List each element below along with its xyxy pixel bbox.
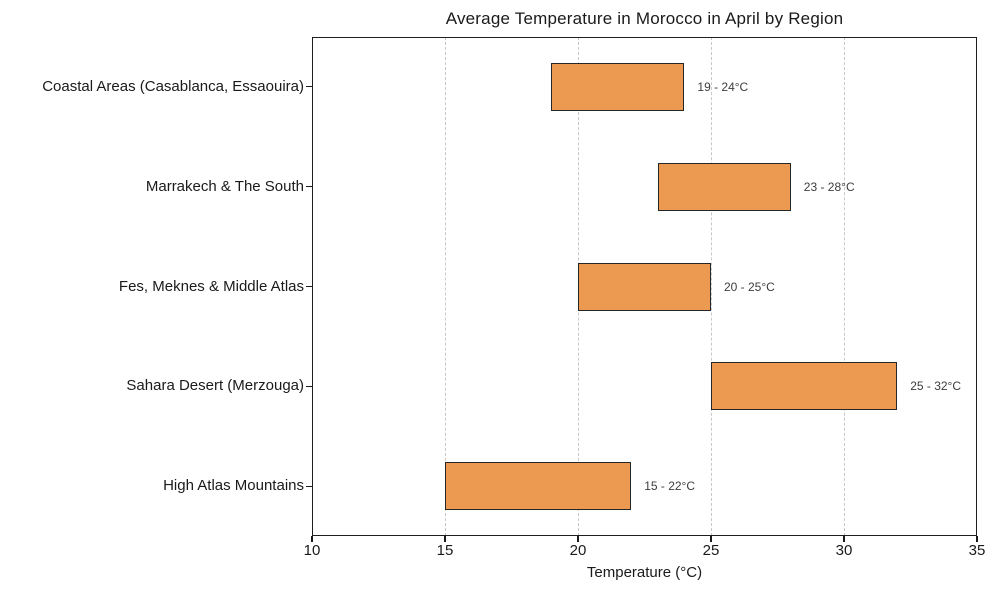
x-tick-mark-30 — [843, 536, 845, 542]
category-label-3: Sahara Desert (Merzouga) — [126, 377, 304, 395]
range-bar-3 — [711, 362, 898, 411]
category-label-4: High Atlas Mountains — [163, 477, 304, 495]
range-bar-4 — [445, 462, 632, 511]
x-tick-label-30: 30 — [835, 542, 853, 559]
x-tick-mark-10 — [311, 536, 313, 542]
x-tick-mark-20 — [577, 536, 579, 542]
x-tick-label-35: 35 — [968, 542, 986, 559]
range-bar-2 — [578, 262, 711, 311]
y-tick-mark-0 — [306, 86, 312, 88]
bar-annotation-0: 19 - 24°C — [697, 79, 749, 94]
x-tick-label-25: 25 — [702, 542, 720, 559]
bar-annotation-4: 15 - 22°C — [644, 479, 696, 494]
bar-annotation-3: 25 - 32°C — [910, 379, 962, 394]
x-tick-mark-35 — [976, 536, 978, 542]
x-axis-label: Temperature (°C) — [586, 564, 703, 581]
gridline-x-25 — [710, 37, 712, 536]
bar-annotation-2: 20 - 25°C — [724, 279, 775, 294]
y-tick-mark-3 — [306, 385, 312, 387]
category-label-2: Fes, Meknes & Middle Atlas — [118, 277, 304, 295]
y-tick-mark-1 — [306, 186, 312, 188]
bar-annotation-1: 23 - 28°C — [803, 179, 855, 194]
category-label-1: Marrakech & The South — [145, 177, 304, 195]
x-tick-label-10: 10 — [303, 542, 321, 559]
gridline-x-30 — [843, 37, 845, 536]
y-tick-mark-2 — [306, 285, 312, 288]
chart-title: Average Temperature in Morocco in April … — [445, 9, 844, 28]
category-label-0: Coastal Areas (Casablanca, Essaouira) — [42, 77, 304, 95]
range-bar-0 — [551, 62, 685, 111]
x-tick-mark-25 — [710, 536, 712, 542]
gridline-x-15 — [444, 37, 446, 536]
range-bar-1 — [657, 162, 791, 211]
x-tick-label-20: 20 — [569, 542, 587, 559]
y-tick-mark-4 — [306, 485, 312, 487]
x-tick-label-15: 15 — [436, 542, 454, 559]
x-tick-mark-15 — [444, 536, 446, 542]
